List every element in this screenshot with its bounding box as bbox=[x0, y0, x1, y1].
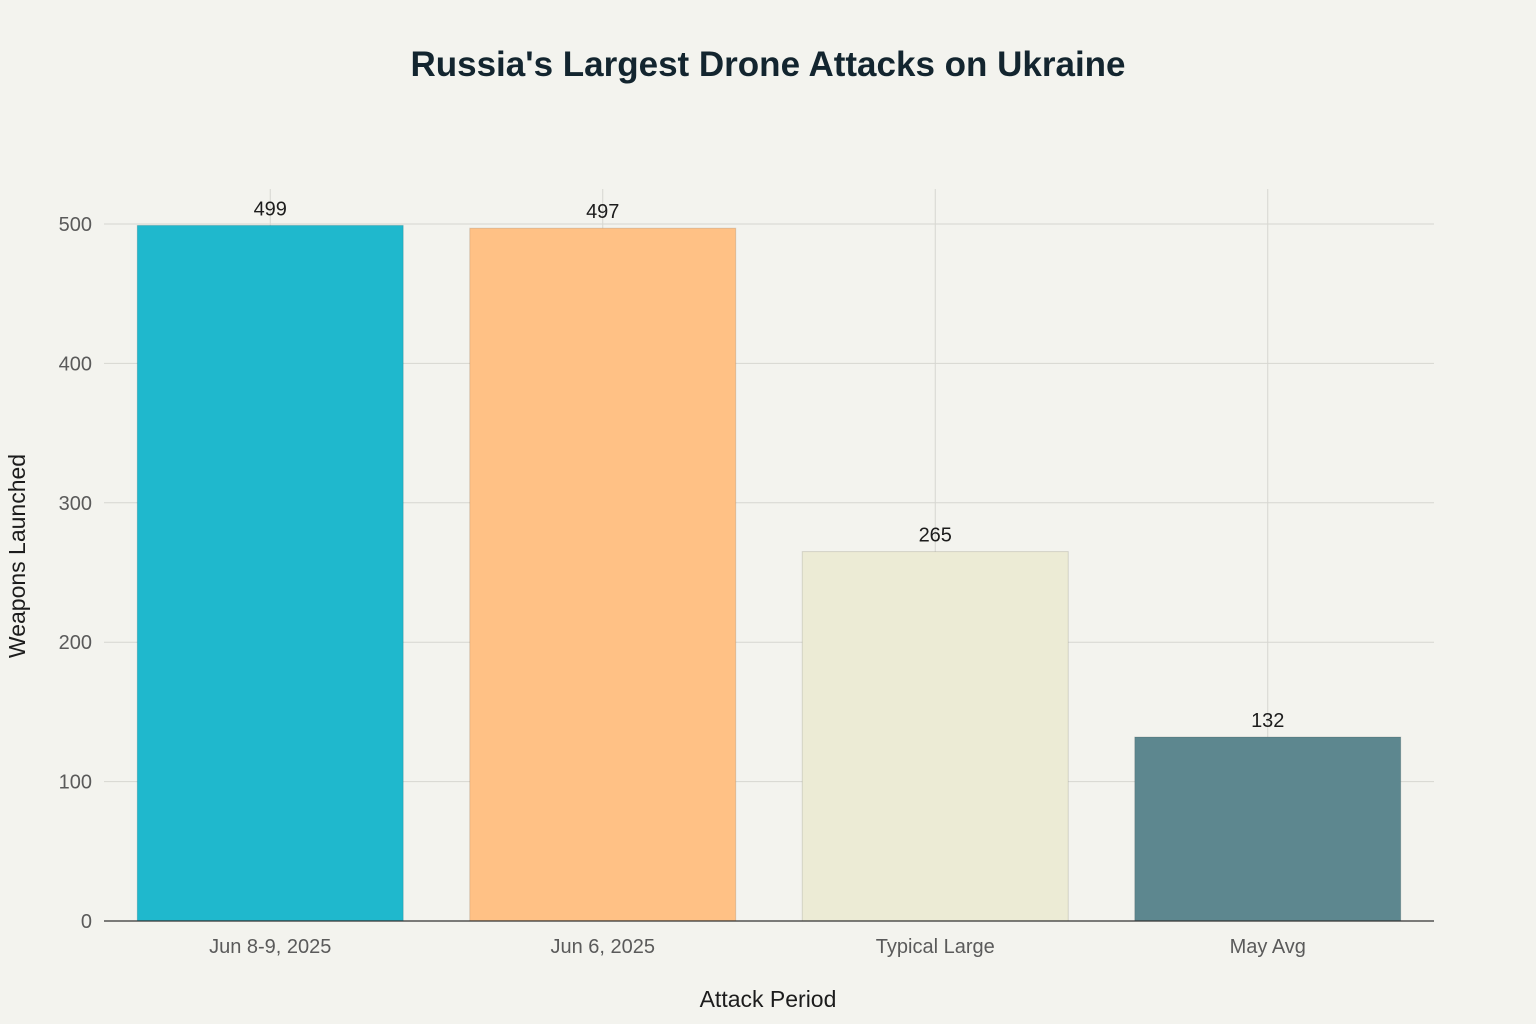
chart-title: Russia's Largest Drone Attacks on Ukrain… bbox=[410, 45, 1125, 84]
data-label: 497 bbox=[586, 201, 619, 223]
y-tick-label: 400 bbox=[59, 353, 92, 375]
y-tick-label: 0 bbox=[81, 911, 92, 933]
x-tick-label: May Avg bbox=[1230, 936, 1306, 958]
data-label: 265 bbox=[919, 525, 952, 547]
data-label: 132 bbox=[1251, 710, 1284, 732]
bars bbox=[136, 224, 1402, 922]
bar bbox=[801, 551, 1069, 922]
y-tick-label: 300 bbox=[59, 493, 92, 515]
y-tick-label: 500 bbox=[59, 214, 92, 236]
x-axis-title: Attack Period bbox=[700, 986, 837, 1012]
x-tick-label: Typical Large bbox=[876, 936, 995, 958]
bar bbox=[1134, 736, 1402, 922]
labels: 0 100 200 300 400 500 499 Jun 8-9, 2025 497 Jun 6… bbox=[59, 198, 1306, 958]
y-axis-title: Weapons Launched bbox=[4, 454, 30, 658]
data-label: 499 bbox=[254, 198, 287, 220]
y-tick-label: 200 bbox=[59, 632, 92, 654]
x-tick-label: Jun 6, 2025 bbox=[550, 936, 655, 958]
bar bbox=[136, 224, 404, 922]
bar bbox=[469, 227, 737, 922]
y-tick-label: 100 bbox=[59, 772, 92, 794]
x-tick-label: Jun 8-9, 2025 bbox=[209, 936, 331, 958]
